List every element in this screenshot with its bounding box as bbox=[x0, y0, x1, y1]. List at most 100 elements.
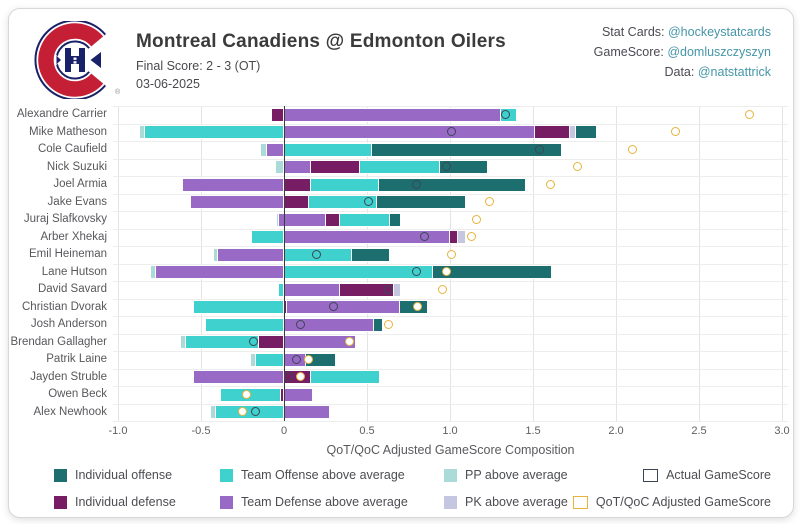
bar-segment-ind_off bbox=[389, 212, 402, 227]
bar-segment-ind_def bbox=[448, 230, 460, 245]
bar-segment-ind_def bbox=[533, 125, 571, 140]
row-separator-line bbox=[113, 124, 788, 125]
player-label: Lane Hutson bbox=[41, 265, 107, 278]
x-tick-label: 2.5 bbox=[691, 425, 707, 437]
adjusted-gamescore-marker bbox=[466, 232, 476, 242]
player-label: Jayden Struble bbox=[30, 370, 107, 383]
legend-label: Team Offense above average bbox=[241, 468, 405, 482]
bar-segment-pp bbox=[213, 247, 219, 262]
actual-gamescore-marker bbox=[534, 144, 544, 154]
legend-label: Individual offense bbox=[75, 468, 173, 482]
grid-line bbox=[366, 106, 368, 421]
legend-item-ind_def: Individual defense bbox=[54, 492, 176, 512]
bar-segment-pp bbox=[249, 352, 257, 367]
row-separator-line bbox=[113, 316, 788, 317]
bar-segment-team_off bbox=[143, 125, 285, 140]
bar-segment-ind_off bbox=[372, 317, 383, 332]
x-tick-label: 3.0 bbox=[774, 425, 790, 437]
actual-gamescore-marker bbox=[411, 267, 421, 277]
actual-gamescore-marker bbox=[501, 109, 511, 119]
game-date: 03-06-2025 bbox=[136, 77, 200, 91]
adjusted-gamescore-marker bbox=[345, 337, 355, 347]
legend-row: Individual defense Team Defense above ave… bbox=[9, 492, 793, 512]
bar-segment-team_def bbox=[282, 107, 503, 122]
row-separator-line bbox=[113, 404, 788, 405]
actual-gamescore-marker bbox=[363, 197, 373, 207]
bar-segment-pp bbox=[180, 335, 188, 350]
actual-gamescore-marker bbox=[441, 162, 451, 172]
bar-segment-ind_off bbox=[439, 160, 488, 175]
player-label: Joel Armia bbox=[53, 178, 107, 190]
grid-line bbox=[449, 106, 451, 421]
zero-line bbox=[283, 106, 285, 421]
bar-segment-team_off bbox=[339, 212, 392, 227]
bar-segment-pk bbox=[457, 230, 466, 245]
bar-segment-pp bbox=[276, 212, 280, 227]
bar-segment-team_off bbox=[204, 317, 285, 332]
row-separator-line bbox=[113, 246, 788, 247]
pk-swatch-icon bbox=[444, 495, 457, 509]
bar-segment-team_off bbox=[193, 300, 285, 315]
svg-text:®: ® bbox=[115, 88, 121, 96]
credit-data: Data: @natstattrick bbox=[664, 65, 771, 79]
row-separator-line bbox=[113, 159, 788, 160]
adjusted-gamescore-marker bbox=[237, 407, 247, 417]
player-label: Nick Suzuki bbox=[46, 160, 107, 173]
legend-item-ind_off: Individual offense bbox=[54, 465, 172, 485]
x-tick-label: -0.5 bbox=[191, 425, 211, 437]
legend-label: PK above average bbox=[465, 495, 568, 509]
bar-segment-team_def bbox=[286, 300, 402, 315]
bar-segment-ind_def bbox=[339, 282, 395, 297]
bar-segment-team_off bbox=[278, 282, 285, 297]
actual-gamescore-marker bbox=[446, 127, 456, 137]
actual-gamescore-marker bbox=[292, 354, 302, 364]
stat-card: ® Montreal Canadiens @ Edmonton Oilers F… bbox=[8, 8, 794, 518]
bar-segment-team_def bbox=[283, 125, 536, 140]
legend-item-team_def: Team Defense above average bbox=[220, 492, 408, 512]
row-separator-line bbox=[113, 264, 788, 265]
bar-segment-team_off bbox=[283, 142, 373, 157]
player-label: Juraj Slafkovsky bbox=[23, 213, 107, 225]
row-separator-line bbox=[113, 211, 788, 212]
row-separator-line bbox=[113, 194, 788, 195]
canadiens-logo-icon: ® bbox=[34, 21, 121, 99]
adjusted-gamescore-marker bbox=[303, 354, 313, 364]
team_off-swatch-icon bbox=[220, 468, 233, 482]
bar-segment-ind_off bbox=[370, 142, 563, 157]
grid-line bbox=[781, 106, 783, 421]
bar-segment-team_def bbox=[283, 405, 330, 420]
player-label: David Savard bbox=[37, 283, 107, 295]
bar-segment-pk bbox=[392, 282, 402, 297]
bar-segment-ind_def bbox=[279, 387, 286, 402]
bar-segment-team_def bbox=[282, 282, 342, 297]
actual-gamescore-marker bbox=[411, 179, 421, 189]
credit-gamescore: GameScore: @domluszczyszyn bbox=[593, 45, 771, 59]
player-label: Patrik Laine bbox=[46, 353, 107, 365]
bar-segment-pp bbox=[259, 142, 269, 157]
actual-gamescore-marker bbox=[312, 249, 322, 259]
bar-segment-team_off bbox=[251, 230, 285, 245]
actual-gamescore-marker bbox=[250, 407, 260, 417]
adjusted-gamescore-marker bbox=[484, 197, 494, 207]
final-score: Final Score: 2 - 3 (OT) bbox=[136, 59, 261, 73]
player-label: Josh Anderson bbox=[30, 318, 107, 330]
bar-segment-ind_def bbox=[283, 195, 310, 210]
player-label: Mike Matheson bbox=[29, 125, 107, 138]
credit-statcards: Stat Cards: @hockeystatcards bbox=[601, 25, 771, 39]
legend-row: Individual offense Team Offense above ave… bbox=[9, 465, 793, 485]
actual-gamescore-marker bbox=[295, 319, 305, 329]
x-tick-label: -1.0 bbox=[108, 425, 128, 437]
player-label: Jake Evans bbox=[47, 195, 107, 208]
bar-segment-team_off bbox=[309, 370, 380, 385]
row-separator-line bbox=[113, 281, 788, 282]
player-label: Alex Newhook bbox=[33, 405, 107, 418]
bar-segment-pp bbox=[209, 405, 217, 420]
x-tick-label: 2.0 bbox=[608, 425, 624, 437]
statcards-handle: @hockeystatcards bbox=[667, 25, 771, 39]
adjusted-gamescore-marker bbox=[295, 372, 305, 382]
row-separator-line bbox=[113, 141, 788, 142]
x-tick-label: 1.0 bbox=[442, 425, 458, 437]
bar-segment-team_off bbox=[309, 177, 380, 192]
adjusted-gamescore-marker bbox=[441, 267, 451, 277]
